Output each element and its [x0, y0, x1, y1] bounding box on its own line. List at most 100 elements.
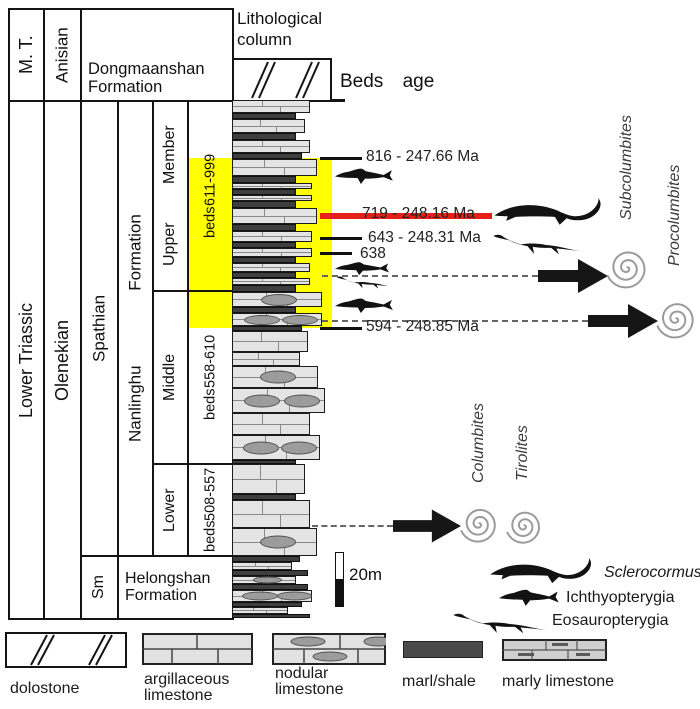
chrono-cell-spathian: Spathian — [80, 100, 119, 557]
legend-swatch-nodular-limestone — [272, 633, 393, 665]
limestone-nodule — [252, 576, 282, 584]
lith-bed-n2 — [232, 313, 322, 326]
ammonite-icon — [654, 294, 698, 344]
zone-label-tirolites: Tirolites — [514, 425, 531, 481]
zone-label-columbites: Columbites — [470, 402, 487, 484]
age-tick-638 — [320, 252, 352, 255]
limestone-nodule — [243, 314, 280, 325]
age-label-638: 638 — [360, 245, 386, 262]
lith-bed-marl — [232, 224, 296, 231]
lith-bed-marl — [232, 189, 296, 195]
beds-lower-word: beds — [202, 520, 219, 553]
legend-swatch-marly-limestone — [502, 639, 607, 661]
dongmaanshan-line2: Formation — [88, 77, 163, 96]
correlation-dash-procolumbites — [322, 320, 588, 322]
reptile-ichthyosaur-icon — [334, 166, 396, 185]
chrono-cell-lower-triassic: Lower Triassic — [8, 100, 45, 620]
legend-nodular-line2: limestone — [275, 681, 344, 698]
reptile-ichthyosaur-icon — [334, 296, 396, 314]
fauna-label-ichthyopterygia: Ichthyopterygia — [566, 589, 675, 606]
reptile-eosauropterygian-icon — [336, 273, 394, 289]
chrono-cell-smithian: Sm — [80, 555, 119, 620]
lith-bed-n2 — [232, 388, 325, 413]
reptile-eosauropterygian-icon — [492, 229, 584, 255]
lith-bed-marl — [232, 326, 302, 331]
legend-label-marl-shale: marl/shale — [402, 673, 476, 690]
lith-bed-ls — [232, 100, 310, 113]
marly-limestone-pattern-icon — [502, 639, 607, 661]
lith-bed-ls — [232, 331, 308, 352]
member-cell-middle: Middle — [152, 290, 189, 465]
reptile-ichthyosaur-icon — [498, 587, 562, 607]
lith-bed-marl — [232, 614, 310, 618]
reptile-sclerocormus-icon — [492, 196, 610, 230]
lith-bed-marl — [232, 570, 308, 576]
limestone-nodule — [242, 591, 278, 601]
lith-column-header-line1: Lithological — [237, 9, 323, 28]
beds-upper-word: beds — [202, 206, 219, 238]
lith-bed-ls — [232, 140, 310, 153]
legend-label-marly-limestone: marly limestone — [502, 673, 615, 690]
dolostone-pattern-icon — [5, 632, 127, 668]
age-tick-816 — [320, 157, 362, 160]
age-label-816: 816 - 247.66 Ma — [366, 148, 479, 165]
lith-bed-ls — [232, 464, 305, 494]
lith-column-header: Lithological column — [237, 8, 322, 50]
dongmaanshan-line1: Dongmaanshan — [88, 60, 205, 79]
lith-column-header-line2: column — [237, 30, 292, 49]
lith-bed-marl — [232, 556, 300, 562]
lith-bed-ls — [232, 208, 317, 224]
lith-bed-n1 — [232, 576, 296, 584]
fauna-label-eosauropterygia: Eosauropterygia — [552, 612, 669, 629]
fauna-label-sclerocormus: Sclerocormus — [604, 564, 700, 581]
lith-bed-ls — [232, 562, 292, 570]
chrono-cell-olenekian: Olenekian — [43, 100, 82, 620]
limestone-nodule — [259, 370, 296, 384]
helongshan-line2: Formation — [125, 586, 198, 604]
ammonite-icon — [458, 499, 500, 549]
legend-swatch-dolostone — [5, 632, 127, 668]
beds-middle-word: beds — [202, 388, 219, 420]
beds-age-header: Beds age — [340, 71, 435, 92]
arrow-right-icon — [538, 259, 608, 293]
lith-bed-ls — [232, 263, 310, 272]
limestone-nodule — [243, 441, 280, 454]
lith-bed-ls — [232, 231, 312, 242]
zone-label-subcolumbites: Subcolumbites — [618, 115, 635, 220]
lith-bed-ls — [232, 248, 312, 257]
beds-middle-range: 558-610 — [202, 335, 219, 389]
arrow-right-icon — [588, 304, 658, 338]
lith-bed-marl — [232, 494, 296, 500]
legend-swatch-argillaceous-limestone — [142, 633, 253, 665]
lith-bed-n1 — [232, 292, 322, 307]
formation-cell-nanlinghu: Nanlinghu Formation — [117, 100, 154, 557]
legend-swatch-marl-shale — [403, 641, 483, 658]
ammonite-icon — [504, 502, 544, 550]
legend-label-nodular-limestone: nodular limestone — [275, 666, 343, 698]
lith-bed-marl — [232, 242, 296, 248]
lith-bed-n1 — [232, 528, 317, 556]
legend-argillaceous-line2: limestone — [144, 687, 213, 704]
scale-bar-upper — [335, 552, 344, 580]
lith-bed-marl — [232, 176, 296, 183]
dolostone-pattern-icon — [232, 58, 332, 102]
lith-bed-marl — [232, 201, 296, 208]
formation-cell-helongshan: Helongshan Formation — [117, 555, 234, 620]
zone-label-procolumbites: Procolumbites — [666, 164, 683, 266]
limestone-nodule — [276, 591, 313, 601]
lith-bed-marl — [232, 602, 302, 607]
age-label-643: 643 - 248.31 Ma — [368, 229, 481, 246]
lith-bed-ls — [232, 159, 317, 176]
lith-bed-ls — [232, 413, 310, 435]
member-cell-lower: Lower — [152, 463, 189, 557]
age-tick-594 — [320, 327, 362, 330]
beds-cell-middle: beds 558-610 — [187, 290, 234, 465]
correlation-dash-columbites — [312, 525, 393, 527]
age-label-719: 719 - 248.16 Ma — [362, 205, 475, 222]
age-label-594: 594 - 248.85 Ma — [366, 318, 479, 335]
lith-bed-ls — [232, 352, 300, 366]
lith-bed-ls — [232, 119, 305, 133]
age-marker-line-719 — [320, 213, 492, 219]
reptile-sclerocormus-icon — [488, 556, 600, 588]
